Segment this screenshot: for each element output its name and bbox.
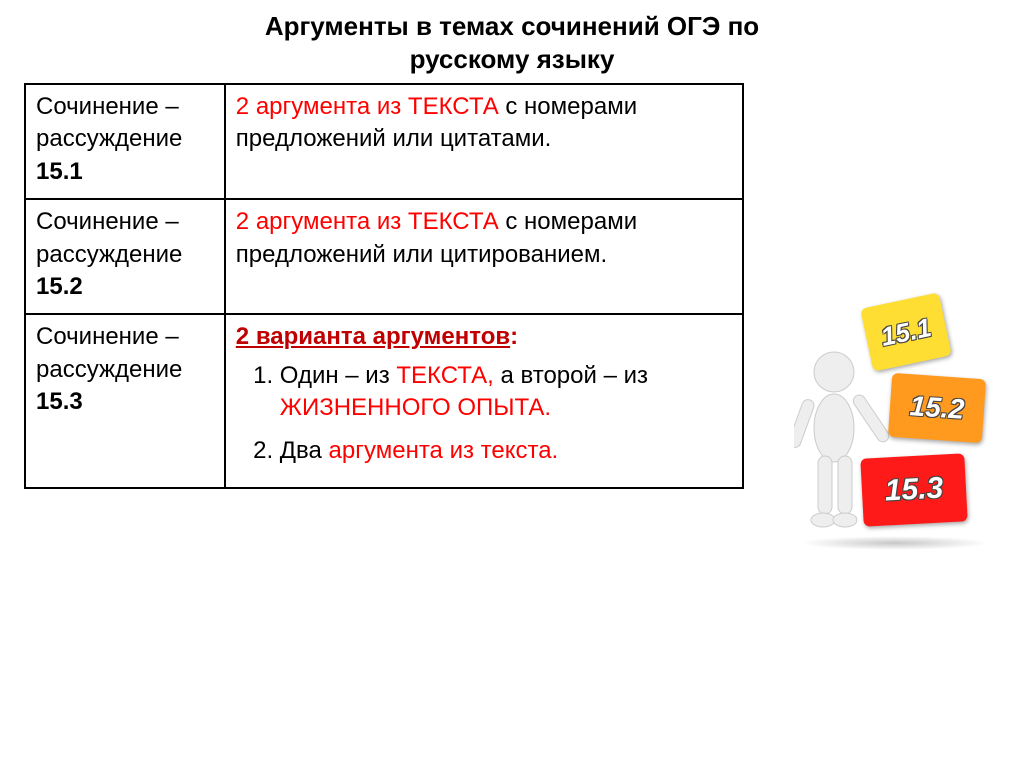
title-line-1: Аргументы в темах сочинений ОГЭ по	[265, 11, 759, 41]
li-text: аргумента из текста.	[329, 437, 559, 464]
li-text: ЖИЗНЕННОГО ОПЫТА.	[280, 394, 551, 421]
card-15-1: 15.1	[860, 292, 952, 371]
title-line-2: русскому языку	[410, 44, 615, 74]
cell-left-3: Сочинение – рассуждение 15.3	[25, 314, 225, 488]
shadow-ellipse	[800, 536, 990, 550]
table-row: Сочинение – рассуждение 15.3 2 варианта …	[25, 314, 743, 488]
essay-num: 15.3	[36, 388, 83, 415]
essay-num: 15.2	[36, 273, 83, 300]
arg-red: 2 аргумента из ТЕКСТА	[236, 208, 506, 235]
card-label: 15.1	[878, 312, 934, 353]
card-15-2: 15.2	[888, 373, 986, 443]
essay-label: Сочинение – рассуждение	[36, 208, 182, 267]
cell-right-1: 2 аргумента из ТЕКСТА с номерами предлож…	[225, 84, 743, 199]
card-label: 15.2	[909, 390, 966, 426]
cell-right-3: 2 варианта аргументов: Один – из ТЕКСТА,…	[225, 314, 743, 488]
card-label: 15.3	[884, 471, 944, 508]
li-text: Два	[280, 437, 329, 464]
list-item: Один – из ТЕКСТА, а второй – из ЖИЗНЕННО…	[280, 360, 732, 425]
cell-left-1: Сочинение – рассуждение 15.1	[25, 84, 225, 199]
card-15-3: 15.3	[860, 453, 967, 526]
li-text: ТЕКСТА,	[396, 362, 500, 389]
variants-heading: 2 варианта аргументов	[236, 323, 510, 350]
cell-left-2: Сочинение – рассуждение 15.2	[25, 199, 225, 314]
variants-list: Один – из ТЕКСТА, а второй – из ЖИЗНЕННО…	[236, 360, 732, 467]
li-text: а второй – из	[501, 362, 649, 389]
list-item: Два аргумента из текста.	[280, 435, 732, 467]
variants-colon: :	[510, 323, 518, 350]
essay-label: Сочинение – рассуждение	[36, 93, 182, 152]
table-row: Сочинение – рассуждение 15.1 2 аргумента…	[25, 84, 743, 199]
essay-label: Сочинение – рассуждение	[36, 323, 182, 382]
li-text: Один – из	[280, 362, 397, 389]
arg-red: 2 аргумента из ТЕКСТА	[236, 93, 506, 120]
decorative-figure: 15.1 15.2 15.3	[790, 300, 1000, 560]
table-row: Сочинение – рассуждение 15.2 2 аргумента…	[25, 199, 743, 314]
arguments-table: Сочинение – рассуждение 15.1 2 аргумента…	[24, 83, 744, 489]
page-title: Аргументы в темах сочинений ОГЭ по русск…	[0, 0, 1024, 83]
cell-right-2: 2 аргумента из ТЕКСТА с номерами предлож…	[225, 199, 743, 314]
essay-num: 15.1	[36, 158, 83, 185]
